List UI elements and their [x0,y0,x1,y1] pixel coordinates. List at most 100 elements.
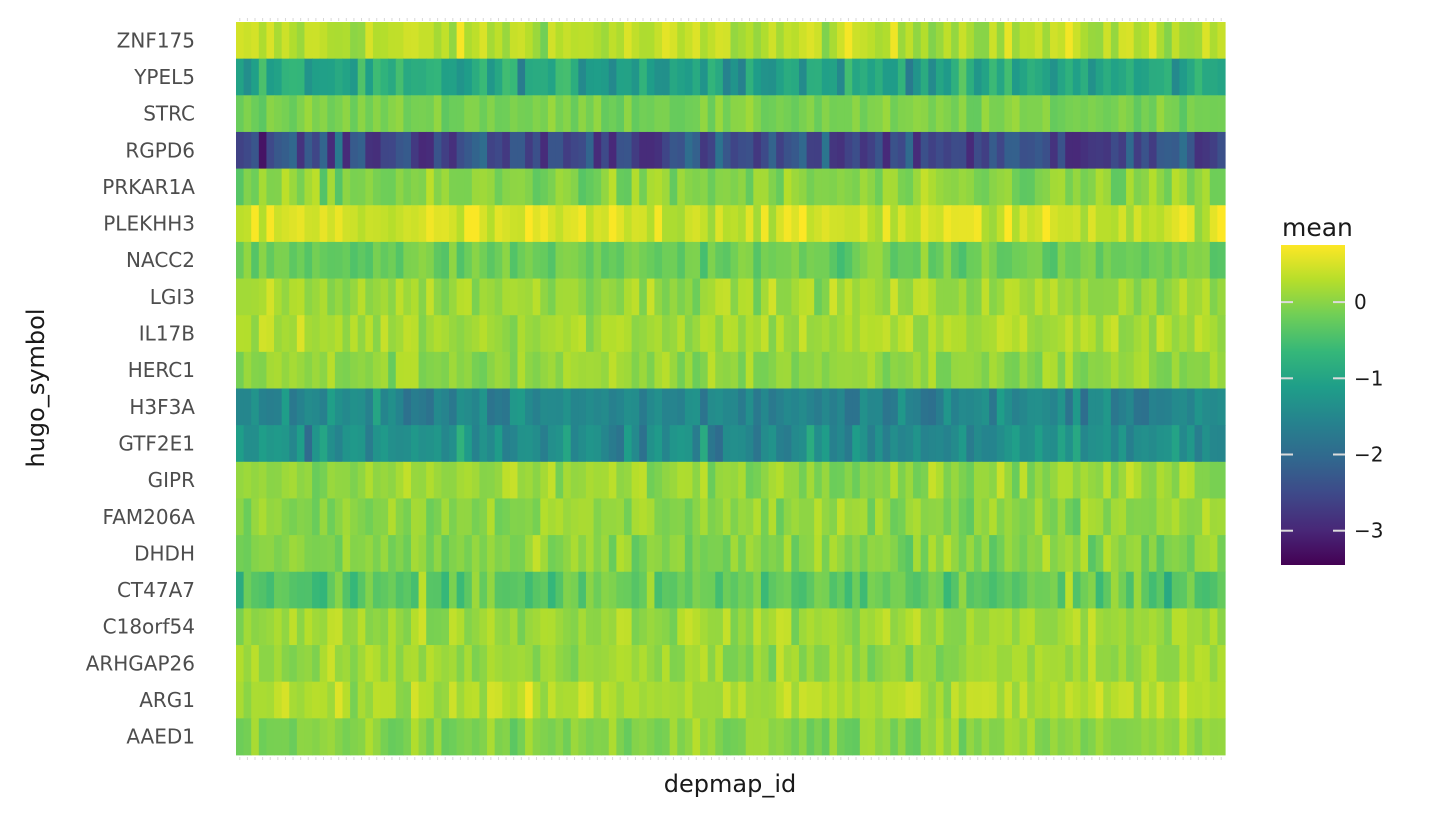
heatmap-cell [1156,95,1165,133]
heatmap-cell [593,645,602,683]
heatmap-cell [1164,95,1173,133]
heatmap-cell [456,645,465,683]
heatmap-cell [639,95,648,133]
heatmap-cell [1095,718,1104,756]
heatmap-cell [464,168,473,206]
heatmap-cell [1011,608,1021,646]
heatmap-cell [1209,278,1218,316]
heatmap-cell [1004,645,1013,683]
heatmap-cell [312,388,321,426]
heatmap-cell [867,535,876,573]
heatmap-cell [274,131,283,169]
heatmap-cell [517,571,526,609]
heatmap-cell [243,278,252,316]
heatmap-cell [555,645,564,683]
heatmap-cell [1004,425,1013,463]
heatmap-cell [1171,425,1180,463]
heatmap-cell [319,535,328,573]
heatmap-cell [776,535,785,573]
heatmap-cell [251,608,260,646]
heatmap-cell [745,571,754,609]
heatmap-cell [684,168,694,206]
heatmap-cell [266,645,275,683]
heatmap-cell [1209,205,1218,243]
heatmap-cell [1209,315,1218,353]
heatmap-cell [410,425,420,463]
heatmap-cell [890,241,899,279]
heatmap-cell [1164,58,1173,96]
heatmap-cell [1141,571,1150,609]
heatmap-cell [1080,571,1089,609]
heatmap-cell [274,22,283,60]
heatmap-cell [814,461,823,499]
heatmap-cell [1141,205,1150,243]
heatmap-cell [578,608,587,646]
heatmap-cell [738,351,747,389]
heatmap-cell [395,608,404,646]
heatmap-cell [646,278,656,316]
heatmap-cell [1065,608,1074,646]
heatmap-cell [494,571,503,609]
heatmap-cell [631,571,640,609]
heatmap-cell [494,645,503,683]
heatmap-cell [372,241,382,279]
heatmap-cell [973,22,983,60]
heatmap-cell [334,681,344,719]
heatmap-cell [973,351,983,389]
heatmap-cell [433,571,443,609]
heatmap-cell [1118,315,1127,353]
heatmap-cell [715,425,724,463]
heatmap-cell [1095,95,1104,133]
heatmap-cell [791,205,800,243]
heatmap-cell [639,131,648,169]
heatmap-cell [479,718,488,756]
heatmap-cell [372,131,382,169]
heatmap-cell [859,278,869,316]
heatmap-cell [897,315,907,353]
heatmap-cell [859,645,869,683]
heatmap-cell [281,168,290,206]
heatmap-cell [456,315,465,353]
heatmap-cell [1019,315,1028,353]
heatmap-cell [426,22,435,60]
heatmap-cell [981,205,990,243]
heatmap-cell [236,718,245,756]
heatmap-cell [327,131,336,169]
heatmap-cell [981,645,990,683]
heatmap-cell [875,388,884,426]
heatmap-cell [890,718,899,756]
heatmap-cell [882,388,891,426]
heatmap-cell [654,608,663,646]
heatmap-cell [342,315,351,353]
heatmap-cell [585,205,595,243]
heatmap-cell [426,58,435,96]
heatmap-cell [585,425,595,463]
heatmap-cell [1110,608,1120,646]
heatmap-cell [464,718,473,756]
heatmap-cell [327,278,336,316]
heatmap-cell [327,168,336,206]
heatmap-cell [1065,95,1074,133]
heatmap-cell [623,608,633,646]
heatmap-cell [814,278,823,316]
heatmap-cell [859,498,869,536]
heatmap-cell [601,22,610,60]
heatmap-cell [372,22,382,60]
heatmap-cell [327,498,336,536]
heatmap-cell [601,131,610,169]
heatmap-cell [715,168,724,206]
heatmap-cell [1202,535,1211,573]
heatmap-cell [730,278,739,316]
heatmap-cell [722,718,732,756]
heatmap-cell [1034,388,1044,426]
heatmap-cell [943,241,952,279]
heatmap-cell [768,718,777,756]
heatmap-cell [525,241,534,279]
heatmap-cell [798,388,808,426]
heatmap-cell [1179,241,1188,279]
heatmap-cell [266,461,275,499]
heatmap-cell [1019,571,1028,609]
heatmap-cell [464,425,473,463]
heatmap-cell [1164,278,1173,316]
heatmap-cell [517,315,526,353]
